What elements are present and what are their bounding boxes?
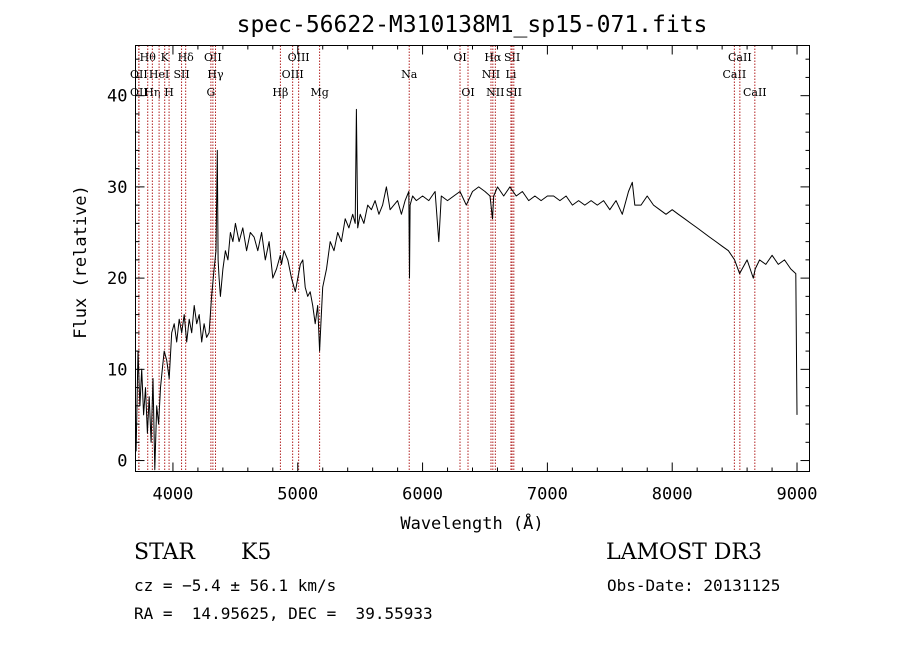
y-tick-label: 40 bbox=[107, 87, 127, 107]
spectral-line-label: OII bbox=[204, 51, 222, 64]
spectral-line-label: K bbox=[161, 51, 170, 64]
redshift-velocity: cz = −5.4 ± 56.1 km/s bbox=[134, 576, 337, 595]
x-tick-label: 7000 bbox=[527, 485, 568, 505]
spectral-line-label: CaII bbox=[728, 51, 752, 64]
observation-date: Obs-Date: 20131125 bbox=[607, 576, 781, 595]
spectral-line-label: SII bbox=[506, 86, 522, 99]
series-line-spectrum bbox=[135, 108, 798, 471]
x-tick-label: 8000 bbox=[652, 485, 693, 505]
series-layer bbox=[135, 108, 798, 471]
spectral-line-label: OIII bbox=[282, 68, 304, 81]
coordinates: RA = 14.95625, DEC = 39.55933 bbox=[134, 604, 433, 623]
y-tick-label: 10 bbox=[107, 360, 127, 380]
spectral-line-label: Hη bbox=[144, 86, 160, 99]
spectral-line-label: Hα bbox=[484, 51, 502, 64]
spectral-line-label: H bbox=[164, 86, 174, 99]
spectral-line-label: Mg bbox=[310, 86, 328, 99]
survey-name: LAMOST DR3 bbox=[606, 540, 762, 565]
spectral-line-label: CaII bbox=[743, 86, 767, 99]
chart-title: spec-56622-M310138M1_sp15-071.fits bbox=[237, 12, 708, 38]
spectral-line-label: OIII bbox=[288, 51, 310, 64]
x-tick-label: 9000 bbox=[777, 485, 818, 505]
spectral-line-label: NII bbox=[482, 68, 500, 81]
spectral-line-label: Hβ bbox=[272, 86, 288, 99]
spectral-line-label: SII bbox=[173, 68, 189, 81]
spectral-line-label: NII bbox=[486, 86, 504, 99]
x-tick-label: 6000 bbox=[402, 485, 443, 505]
spectral-line-label: OI bbox=[453, 51, 466, 64]
y-tick-label: 0 bbox=[117, 452, 127, 472]
x-tick-label: 4000 bbox=[152, 485, 193, 505]
y-tick-label: 20 bbox=[107, 269, 127, 289]
y-tick-label: 30 bbox=[107, 178, 127, 198]
spectral-line-label: G bbox=[206, 86, 215, 99]
x-tick-label: 5000 bbox=[277, 485, 318, 505]
spectral-line-label: OII bbox=[130, 68, 148, 81]
spectral-line-label: Na bbox=[401, 68, 418, 81]
plot-frame bbox=[135, 45, 810, 472]
spectral-line-label: Hδ bbox=[178, 51, 195, 64]
axis-ticks: 4000 5000 6000 7000 8000 9000 0 10 20 30 40 bbox=[107, 45, 818, 505]
spectral-line-label: Hθ bbox=[140, 51, 157, 64]
spectral-line-label: SII bbox=[504, 51, 520, 64]
x-axis-label: Wavelength (Å) bbox=[400, 512, 543, 534]
y-axis-label: Flux (relative) bbox=[71, 185, 91, 339]
line-markers: HθOIIOIIHηHeIKHSIIHδGOIIHγHβOIIIOIIIMgNa… bbox=[130, 45, 767, 472]
spectral-line-label: HeI bbox=[149, 68, 169, 81]
spectral-line-label: CaII bbox=[723, 68, 747, 81]
spectral-line-label: Hγ bbox=[207, 68, 224, 81]
spectral-line-label: Li bbox=[506, 68, 517, 81]
object-subclass: K5 bbox=[241, 540, 272, 565]
spectral-line-label: OI bbox=[461, 86, 474, 99]
object-class: STAR bbox=[134, 540, 195, 565]
